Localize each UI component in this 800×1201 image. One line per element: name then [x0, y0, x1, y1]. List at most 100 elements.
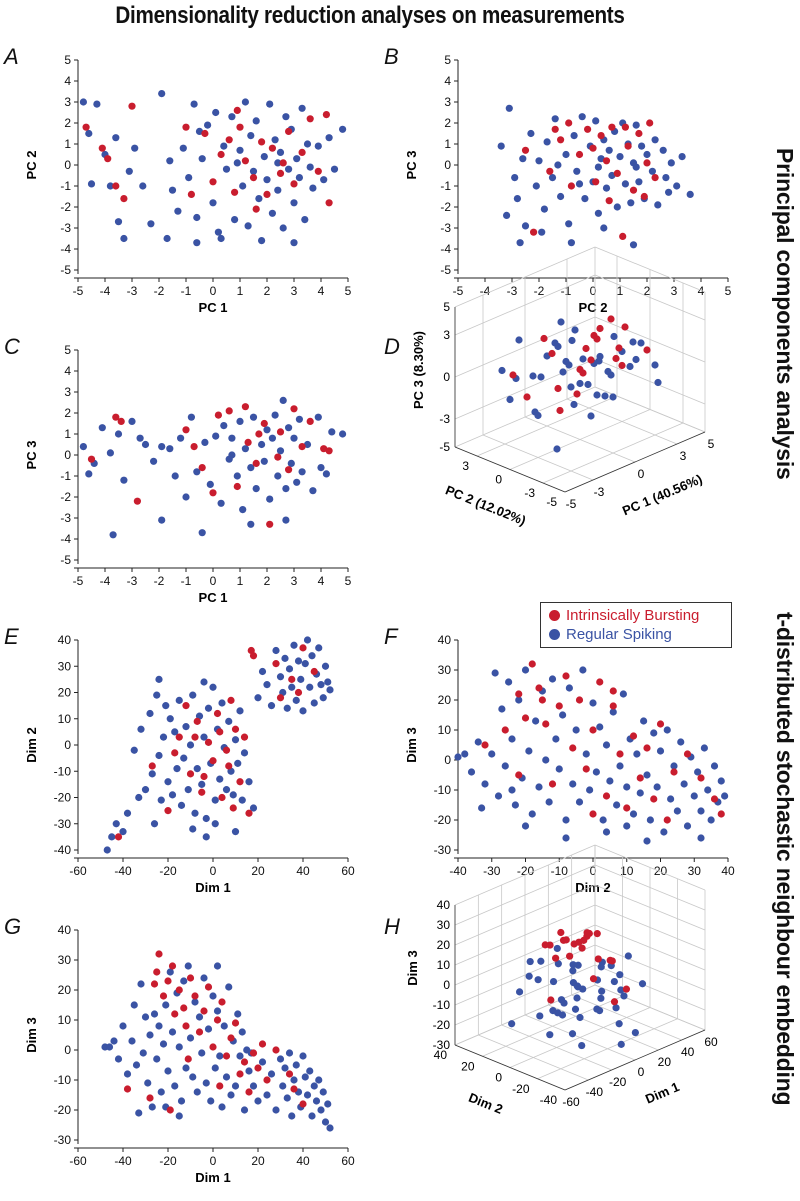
regular-point [186, 741, 195, 749]
regular-point [620, 992, 628, 1000]
regular-point [623, 783, 631, 791]
bursting-point [594, 955, 602, 963]
bursting-point [290, 180, 298, 188]
regular-point [198, 529, 206, 537]
bursting-point [272, 1046, 280, 1054]
back-wall-grid-line [454, 924, 596, 986]
regular-point [130, 746, 138, 754]
regular-point [249, 167, 258, 175]
regular-point [535, 157, 543, 165]
y-axis-label: Dim 2 [24, 727, 39, 762]
regular-point [557, 192, 565, 201]
bursting-point [244, 438, 252, 446]
regular-point [537, 373, 545, 381]
regular-point [559, 368, 567, 376]
bursting-point [528, 660, 536, 668]
regular-point [548, 174, 557, 182]
regular-point [184, 786, 192, 794]
regular-point [202, 814, 210, 823]
regular-point [498, 366, 506, 375]
regular-point [597, 994, 605, 1002]
bursting-point [168, 962, 177, 970]
y-tick-label: 5 [64, 53, 71, 67]
regular-point [322, 470, 330, 478]
figure-title: Dimensionality reduction analyses on mea… [115, 2, 625, 29]
regular-point [602, 184, 611, 192]
x-tick-label: -1 [181, 284, 192, 298]
regular-point [613, 801, 621, 809]
regular-point [211, 1064, 219, 1072]
x-tick-label: 30 [688, 864, 702, 878]
regular-point [164, 1067, 172, 1075]
regular-point [288, 1112, 296, 1120]
y-axis-label: Dim 3 [404, 727, 419, 762]
z-tick-label: 30 [437, 918, 451, 932]
regular-point [185, 174, 193, 182]
y-tick-label: -4 [60, 532, 71, 546]
regular-point [567, 239, 575, 247]
regular-point [508, 786, 516, 794]
x-tick-label: 40 [681, 1045, 695, 1059]
x-tick-label: 5 [725, 284, 732, 298]
bursting-point [249, 174, 258, 182]
regular-point [103, 846, 111, 854]
bursting-point [274, 453, 282, 461]
regular-point [325, 134, 333, 142]
bursting-point [279, 159, 287, 167]
regular-point [321, 1118, 330, 1126]
bursting-point [547, 996, 555, 1004]
regular-point [281, 1064, 289, 1072]
bursting-point [117, 417, 125, 425]
regular-point [528, 810, 536, 818]
regular-point [545, 798, 553, 806]
regular-point [562, 834, 570, 842]
y-axis-label: PC 2 (12.02%) [443, 482, 528, 528]
regular-point [225, 717, 233, 725]
regular-point [182, 723, 190, 731]
regular-point [549, 977, 558, 986]
bursting-point [260, 419, 268, 428]
bursting-point [575, 696, 584, 704]
regular-point [617, 1040, 625, 1048]
regular-point [694, 768, 702, 776]
bursting-point [104, 155, 112, 163]
regular-point [697, 834, 705, 842]
regular-point [511, 801, 519, 809]
regular-point [328, 428, 336, 436]
regular-point [266, 495, 274, 503]
regular-point [317, 1106, 325, 1114]
y-tick-label: 0 [495, 1071, 502, 1085]
regular-point [560, 999, 568, 1007]
regular-point [228, 113, 236, 121]
y-tick-label: -3 [440, 221, 451, 235]
regular-point [158, 516, 166, 524]
regular-point [488, 750, 496, 758]
y-axis-line [454, 1044, 566, 1091]
regular-point [521, 822, 530, 830]
bursting-point [556, 406, 564, 415]
bursting-point [290, 405, 298, 413]
bursting-point [629, 186, 638, 194]
regular-point [299, 707, 307, 715]
regular-point [569, 780, 577, 788]
regular-point [319, 694, 327, 702]
regular-point [211, 820, 219, 828]
panel-letter-h: H [384, 914, 400, 939]
bursting-point [153, 968, 161, 976]
x-axis-label: PC 1 [199, 590, 228, 605]
regular-point [494, 792, 503, 800]
regular-point [79, 98, 87, 106]
regular-point [551, 115, 559, 123]
regular-point [301, 660, 309, 668]
regular-point [216, 775, 224, 783]
regular-point [168, 1028, 177, 1036]
x-tick-label: 0 [210, 864, 217, 878]
regular-point [276, 447, 285, 455]
regular-point [112, 820, 120, 828]
regular-point [575, 180, 584, 188]
bursting-point [252, 459, 260, 467]
bursting-point [82, 123, 90, 131]
scatter-plot-c: -5 -4 -3 -2 -1 0 1 2 3 4 5 -5 -4 -3 -2 -1 0 1 2 3 4 5 PC 1 PC 3 [24, 343, 352, 605]
regular-point [616, 971, 624, 979]
legend-marker-regular [549, 629, 560, 640]
